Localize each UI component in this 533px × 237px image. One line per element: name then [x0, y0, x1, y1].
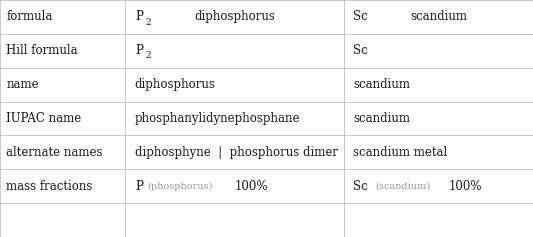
Bar	[0, 169, 125, 203]
Bar	[0, 203, 125, 237]
Bar	[125, 102, 344, 135]
Bar	[344, 169, 533, 203]
Bar	[0, 68, 125, 102]
Text: diphosphorus: diphosphorus	[194, 10, 275, 23]
Bar	[344, 135, 533, 169]
Text: Sc: Sc	[353, 44, 368, 57]
Bar	[344, 0, 533, 34]
Bar	[0, 135, 125, 169]
Text: diphosphorus: diphosphorus	[135, 78, 216, 91]
Text: Hill formula: Hill formula	[6, 44, 78, 57]
Bar	[344, 102, 533, 135]
Bar	[125, 203, 344, 237]
Text: scandium: scandium	[353, 78, 410, 91]
Text: diphosphyne  |  phosphorus dimer: diphosphyne | phosphorus dimer	[135, 146, 338, 159]
Bar	[125, 34, 344, 68]
Bar	[125, 68, 344, 102]
Text: P: P	[135, 180, 143, 193]
Text: mass fractions: mass fractions	[6, 180, 93, 193]
Text: formula: formula	[6, 10, 53, 23]
Text: phosphanylidynephosphane: phosphanylidynephosphane	[135, 112, 301, 125]
Text: 2: 2	[145, 18, 151, 27]
Bar	[344, 34, 533, 68]
Text: 100%: 100%	[235, 180, 268, 193]
Text: Sc: Sc	[353, 10, 368, 23]
Bar	[344, 68, 533, 102]
Text: alternate names: alternate names	[6, 146, 103, 159]
Bar	[0, 102, 125, 135]
Bar	[125, 169, 344, 203]
Text: (scandium): (scandium)	[375, 182, 430, 191]
Bar	[0, 34, 125, 68]
Bar	[125, 135, 344, 169]
Text: 100%: 100%	[449, 180, 482, 193]
Bar	[344, 203, 533, 237]
Text: Sc: Sc	[353, 180, 368, 193]
Bar	[125, 0, 344, 34]
Text: scandium metal: scandium metal	[353, 146, 448, 159]
Bar	[0, 0, 125, 34]
Text: scandium: scandium	[353, 112, 410, 125]
Text: scandium: scandium	[410, 10, 467, 23]
Text: P: P	[135, 10, 143, 23]
Text: (phosphorus): (phosphorus)	[148, 182, 213, 191]
Text: IUPAC name: IUPAC name	[6, 112, 82, 125]
Text: 2: 2	[145, 51, 151, 60]
Text: name: name	[6, 78, 39, 91]
Text: P: P	[135, 44, 143, 57]
